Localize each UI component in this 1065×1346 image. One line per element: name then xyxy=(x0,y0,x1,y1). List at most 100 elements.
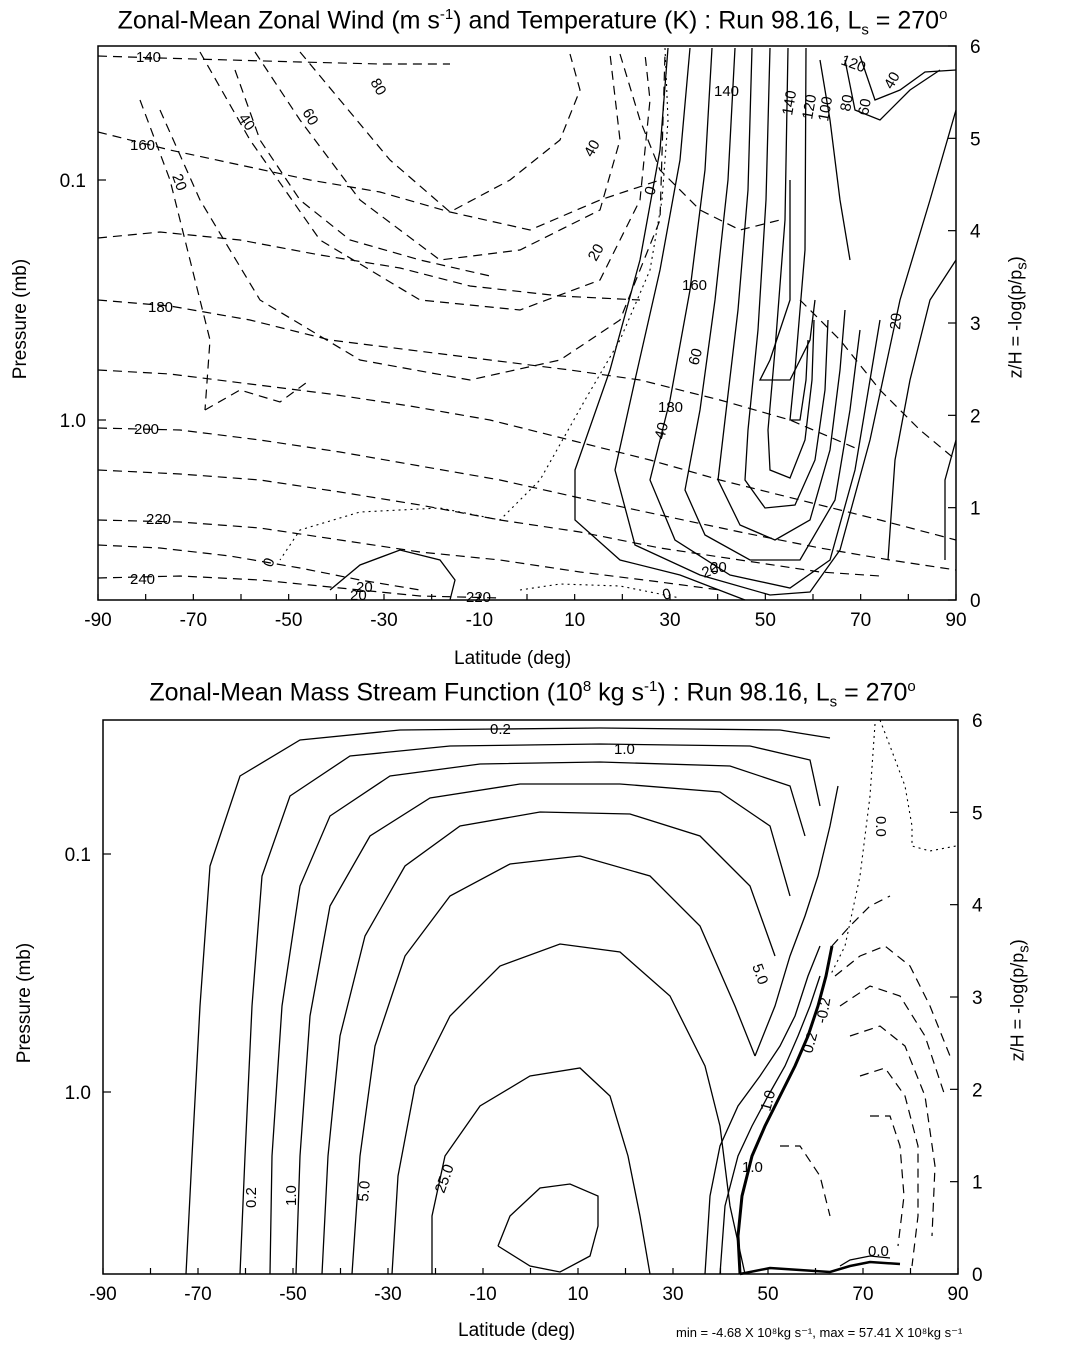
wind-contour xyxy=(844,59,941,121)
wind-contour xyxy=(887,259,957,561)
x-tick-label: 10 xyxy=(567,1284,588,1305)
z-tick-label: 3 xyxy=(972,988,983,1009)
temperature-contour xyxy=(97,575,501,599)
wind-contour xyxy=(254,51,621,261)
temperature-label: 180 xyxy=(658,399,683,416)
y-tick-label: 0.1 xyxy=(65,845,91,866)
temperature-label: 160 xyxy=(682,277,707,294)
wind-temperature-panel: Zonal-Mean Zonal Wind (m s-1) and Temper… xyxy=(0,0,1065,670)
wind-contour xyxy=(614,47,957,596)
streamfunction-label: 0.2 xyxy=(490,721,511,738)
temperature-label: 220 xyxy=(146,511,171,528)
streamfunction-contour xyxy=(849,1025,936,1237)
wind-label: 20 xyxy=(350,587,367,604)
y-axis-title: Pressure (mb) xyxy=(14,942,35,1064)
z-tick-label: 4 xyxy=(970,222,981,243)
y-axis-title: Pressure (mb) xyxy=(10,258,31,380)
wind-contour xyxy=(717,47,846,541)
westerly-jet-contours xyxy=(329,47,957,601)
streamfunction-label: 1.0 xyxy=(283,1185,300,1206)
temperature-contour xyxy=(234,69,491,277)
temperature-label: 180 xyxy=(148,299,173,316)
x-tick-label: 50 xyxy=(755,610,776,631)
zero-line-dotted xyxy=(829,723,876,977)
y-tick-label: 1.0 xyxy=(60,411,86,432)
streamfunction-label: 0.2 xyxy=(799,1030,821,1055)
x-tick-label: -70 xyxy=(184,1284,211,1305)
temperature-label: 220 xyxy=(466,589,491,606)
streamfunction-contour xyxy=(185,727,831,1275)
temperature-label: 140 xyxy=(136,49,161,66)
z-tick-label: 1 xyxy=(972,1173,983,1194)
streamfunction-contours xyxy=(185,727,891,1275)
streamfunction-label: 5.0 xyxy=(355,1180,374,1202)
zero-wind-line xyxy=(279,47,669,561)
x-tick-label: -30 xyxy=(370,610,397,631)
x-tick-label: 30 xyxy=(659,610,680,631)
wind-contour xyxy=(944,439,957,560)
temperature-contours xyxy=(97,53,957,599)
temperature-contour xyxy=(97,427,957,571)
temperature-labels: 140 160 180 200 220 240 220 160 180 140 xyxy=(130,49,739,606)
zero-streamfunction-contour xyxy=(736,945,834,1275)
wind-label: 80 xyxy=(837,93,857,112)
x-tick-label: -50 xyxy=(279,1284,306,1305)
wind-label: 120 xyxy=(839,52,868,77)
streamfunction-labels: 0.2 1.0 0.2 1.0 5.0 25.0 5.0 0.0 1.0 1.0… xyxy=(243,721,889,1260)
x-tick-label: -90 xyxy=(89,1284,116,1305)
z-tick-label: 0 xyxy=(972,1265,983,1286)
zero-wind-line-lower xyxy=(519,583,681,599)
wind-label: 60 xyxy=(855,97,875,116)
wind-label: 20 xyxy=(356,579,373,596)
streamfunction-contour xyxy=(431,1067,651,1275)
wind-label: 140 xyxy=(779,89,800,117)
zero-streamfunction-contour xyxy=(739,1260,901,1276)
x-tick-label: 50 xyxy=(757,1284,778,1305)
z-tick-label: 5 xyxy=(972,803,983,824)
z-tick-label: 6 xyxy=(970,37,981,58)
wind-contour xyxy=(329,549,456,601)
streamfunction-contour xyxy=(859,1067,919,1267)
wind-label: 120 xyxy=(799,93,820,121)
wind-contour xyxy=(767,47,815,479)
streamfunction-label: 5.0 xyxy=(748,962,771,987)
streamfunction-contour xyxy=(831,895,891,947)
x-tick-label: 30 xyxy=(662,1284,683,1305)
streamfunction-label: 0.2 xyxy=(243,1187,260,1208)
x-tick-label: 90 xyxy=(947,1284,968,1305)
wind-contour xyxy=(299,51,581,213)
wind-contour xyxy=(744,47,829,509)
streamfunction-label: -0.2 xyxy=(813,996,834,1024)
streamfunction-contour xyxy=(870,1115,905,1247)
streamfunction-contour xyxy=(839,1255,891,1267)
z-tick-label: 3 xyxy=(970,314,981,335)
mass-stream-function-plot: -90 -70 -50 -30 -10 10 30 50 70 900 1 2 3 4 5 6 0.1 1.0 0… xyxy=(65,711,983,1305)
z-tick-label: 5 xyxy=(970,129,981,150)
x-tick-label: 10 xyxy=(564,610,585,631)
wind-contour xyxy=(159,53,666,381)
wind-label: 60 xyxy=(685,347,706,368)
streamfunction-contour xyxy=(780,1145,831,1217)
chart-title: Zonal-Mean Zonal Wind (m s-1) and Temper… xyxy=(117,6,948,39)
x-tick-label: -10 xyxy=(469,1284,496,1305)
z-tick-label: 1 xyxy=(970,499,981,520)
streamfunction-contour xyxy=(719,975,821,1275)
wind-label: 0 xyxy=(641,185,660,197)
streamfunction-label: 1.0 xyxy=(614,741,635,758)
temperature-label: 240 xyxy=(130,571,155,588)
x-tick-label: -70 xyxy=(180,610,207,631)
wind-label: 40 xyxy=(235,111,258,134)
x-tick-label: -30 xyxy=(374,1284,401,1305)
y-tick-label: 0.1 xyxy=(60,171,86,192)
wind-labels: 60 80 40 20 40 20 0 0 20 60 40 20 20 0 2… xyxy=(168,52,905,604)
x-axis-title: Latitude (deg) xyxy=(454,648,572,669)
zero-line-dotted xyxy=(879,719,957,852)
wind-contour xyxy=(789,47,809,421)
x-tick-label: -90 xyxy=(84,610,111,631)
temperature-contour xyxy=(97,519,721,591)
wind-label: 20 xyxy=(887,312,905,330)
z-tick-label: 2 xyxy=(970,406,981,427)
temperature-contour xyxy=(97,55,450,65)
